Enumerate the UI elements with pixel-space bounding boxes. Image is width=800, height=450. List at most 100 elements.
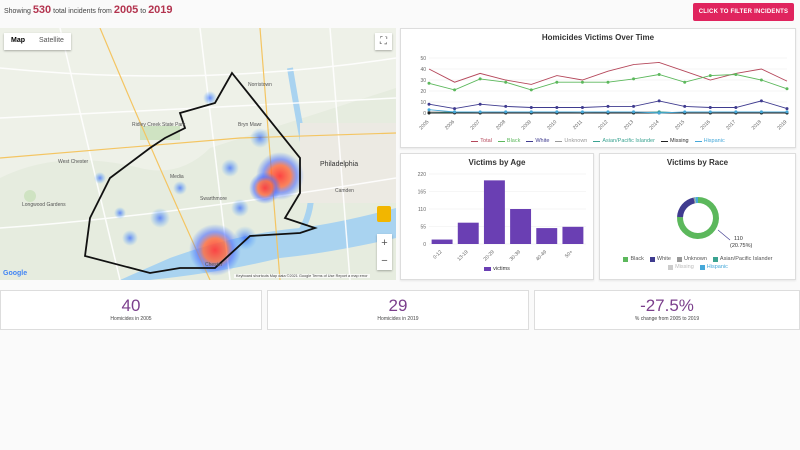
legend-item-hispanic[interactable]: Hispanic [694,138,725,144]
donut-slice-asian-pacific-islander[interactable] [694,197,696,204]
legend-item-white[interactable]: White [526,138,549,144]
data-point[interactable] [453,88,457,92]
data-point[interactable] [478,77,482,81]
data-point[interactable] [504,104,508,108]
donut-slice-white[interactable] [677,197,695,218]
donut-center-label: White [692,228,705,234]
data-point[interactable] [606,80,610,84]
data-point[interactable] [785,87,789,91]
data-point[interactable] [580,106,584,109]
data-point[interactable] [632,77,636,81]
data-point[interactable] [427,102,431,106]
bar-20-29[interactable] [483,180,505,244]
data-point[interactable] [708,110,712,114]
bar-0-12[interactable] [431,239,453,244]
data-point[interactable] [529,88,533,92]
data-point[interactable] [759,110,763,114]
data-point[interactable] [606,104,610,108]
tab-map[interactable]: Map [11,37,25,44]
data-point[interactable] [734,106,738,109]
legend-swatch [699,264,705,270]
series-line-total [428,61,788,85]
bar-30-39[interactable] [510,209,532,244]
data-point[interactable] [759,99,763,103]
heatmap-map[interactable]: Philadelphia Camden Norristown Bryn Mawr… [0,28,396,280]
data-point[interactable] [529,106,533,109]
legend-item-missing[interactable]: Missing [668,264,694,270]
bar-40-49[interactable] [536,228,558,244]
bar-13-19[interactable] [457,222,479,244]
donut-slice-missing[interactable] [695,197,697,204]
data-point[interactable] [708,74,712,78]
fullscreen-icon[interactable]: ⛶ [375,33,392,50]
data-point[interactable] [657,73,661,76]
x-tick-label: 2006 [444,119,456,131]
legend-item-missing[interactable]: Missing [660,138,689,144]
data-point[interactable] [785,107,789,111]
map-canvas[interactable]: Philadelphia Camden Norristown Bryn Mawr… [0,28,396,280]
data-point[interactable] [555,110,559,114]
legend-swatch [497,140,505,142]
data-point[interactable] [453,107,457,111]
map-attribution[interactable]: Keyboard shortcuts Map data ©2021 Google… [234,274,370,278]
data-point[interactable] [504,110,508,114]
data-point[interactable] [580,110,584,114]
data-point[interactable] [478,110,482,114]
legend-item-black[interactable]: Black [497,138,520,144]
data-point[interactable] [657,99,661,103]
x-tick-label: 40-49 [535,249,548,262]
data-point[interactable] [632,104,636,108]
data-point[interactable] [734,110,738,114]
legend-item-black[interactable]: Black [623,256,644,262]
data-point[interactable] [708,106,712,109]
zoom-in-button[interactable]: + [381,237,388,249]
legend-item-unknown[interactable]: Unknown [676,256,707,262]
legend-item-asian-pacific-islander[interactable]: Asian/Pacific Islander [712,256,773,262]
stat-card-2019: 29 Homicides in 2019 [267,290,529,330]
zoom-out-button[interactable]: − [381,255,388,267]
data-point[interactable] [478,102,482,106]
legend-item-hispanic[interactable]: Hispanic [699,264,728,270]
data-point[interactable] [785,110,789,114]
data-point[interactable] [555,106,559,109]
bar-50+[interactable] [562,226,584,244]
street-view-pegman-icon[interactable] [377,206,391,222]
line-chart-card: Homicides Victims Over Time 0 10 20 30 40 50 2… [400,28,796,148]
data-point[interactable] [606,110,610,114]
data-point[interactable] [683,110,687,114]
y-tick-label: 0 [423,242,426,248]
legend-item-victims[interactable]: victims [484,266,510,272]
map-label-longwood-gardens: Longwood Gardens [22,202,66,208]
legend-item-asian-pacific-islander[interactable]: Asian/Pacific Islander [593,138,655,144]
data-point[interactable] [683,104,687,108]
legend-swatch [676,256,682,262]
map-label-philadelphia: Philadelphia [320,161,358,168]
y-tick-label: 50 [420,56,426,62]
data-point[interactable] [759,78,763,82]
donut-slice-unknown[interactable] [693,197,696,204]
y-tick-label: 220 [418,172,427,178]
data-point[interactable] [632,110,636,114]
tab-satellite[interactable]: Satellite [39,37,64,44]
data-point[interactable] [529,110,533,114]
data-point[interactable] [453,110,457,114]
data-point[interactable] [427,108,431,112]
legend-item-unknown[interactable]: Unknown [555,138,587,144]
data-point[interactable] [504,80,508,84]
zoom-controls: + − [377,234,392,270]
data-point[interactable] [657,111,661,115]
data-point[interactable] [734,73,738,76]
filter-incidents-button[interactable]: CLICK TO FILTER INCIDENTS [693,3,794,21]
legend-item-white[interactable]: White [649,256,671,262]
x-tick-label: 2011 [572,119,584,131]
data-point[interactable] [427,111,431,115]
donut-slice-hispanic[interactable] [695,197,698,204]
data-point[interactable] [427,81,431,85]
data-point[interactable] [683,80,687,84]
y-tick-label: 165 [418,190,427,196]
data-point[interactable] [580,80,584,84]
race-donut-chart: White 110(20.75%) [677,197,752,249]
data-point[interactable] [555,80,559,84]
legend-item-total[interactable]: Total [471,138,492,144]
legend-label: White [656,256,671,262]
